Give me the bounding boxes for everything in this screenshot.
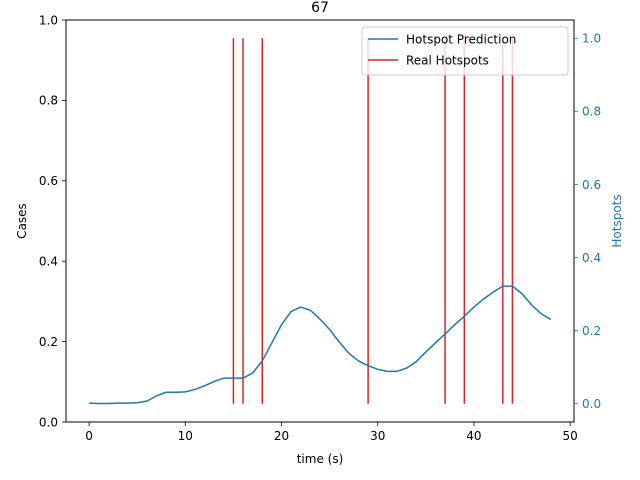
y-right-tick-label: 0.2	[582, 324, 601, 338]
x-tick-label: 20	[274, 429, 289, 443]
legend: Hotspot Prediction Real Hotspots	[361, 26, 569, 76]
y-right-tick-label: 0.4	[582, 251, 601, 265]
y-right-tick-label: 0.8	[582, 105, 601, 119]
y-right-axis-label: Hotspots	[610, 194, 624, 247]
y-left-tick-label: 0.0	[39, 415, 58, 429]
legend-box	[361, 26, 569, 76]
legend-label-hotspot-prediction: Hotspot Prediction	[406, 33, 516, 47]
y-right-axis-ticks: 0.0 0.2 0.4 0.6 0.8 1.0	[574, 32, 601, 411]
hotspot-prediction-line	[89, 285, 552, 405]
y-right-tick-label: 0.6	[582, 178, 601, 192]
x-axis-ticks: 0 10 20 30 40 50	[85, 422, 578, 443]
y-left-axis-ticks: 0.0 0.2 0.4 0.6 0.8 1.0	[39, 13, 66, 429]
y-right-tick-label: 1.0	[582, 32, 601, 46]
x-tick-label: 50	[563, 429, 578, 443]
legend-label-real-hotspots: Real Hotspots	[406, 54, 489, 68]
plot-content	[89, 38, 552, 405]
y-left-tick-label: 1.0	[39, 13, 58, 27]
x-tick-label: 40	[466, 429, 481, 443]
y-left-tick-label: 0.8	[39, 94, 58, 108]
y-left-tick-label: 0.2	[39, 335, 58, 349]
y-left-tick-label: 0.4	[39, 255, 58, 269]
chart-title: 67	[311, 0, 329, 16]
x-axis-label: time (s)	[297, 452, 344, 466]
plot-frame	[65, 19, 575, 423]
y-left-tick-label: 0.6	[39, 174, 58, 188]
x-tick-label: 10	[178, 429, 193, 443]
y-left-axis-label: Cases	[15, 203, 29, 239]
x-tick-label: 0	[85, 429, 93, 443]
x-tick-label: 30	[370, 429, 385, 443]
y-right-tick-label: 0.0	[582, 397, 601, 411]
